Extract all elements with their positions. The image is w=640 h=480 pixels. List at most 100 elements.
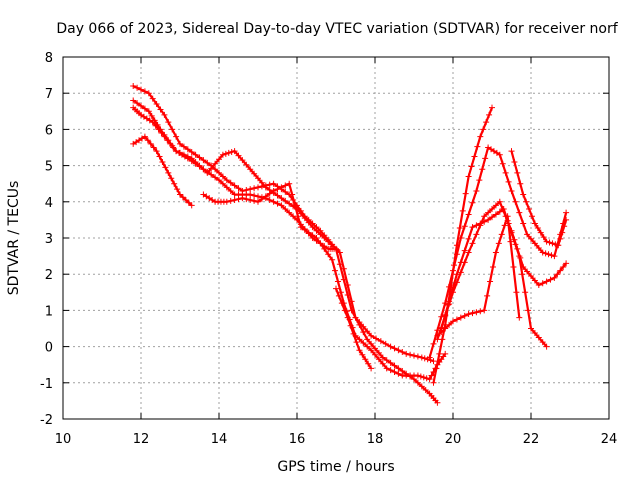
data-point-marker xyxy=(223,198,230,205)
data-point-marker xyxy=(430,358,437,365)
data-point-marker xyxy=(360,323,367,330)
data-point-marker xyxy=(399,349,406,356)
data-point-marker xyxy=(305,229,312,236)
data-point-marker xyxy=(531,277,538,284)
data-point-marker xyxy=(457,259,464,266)
data-point-marker xyxy=(313,227,320,234)
data-point-marker xyxy=(517,180,524,187)
data-point-marker xyxy=(528,273,534,280)
series-track-1 xyxy=(130,82,441,406)
data-point-marker xyxy=(465,173,472,180)
data-point-marker xyxy=(524,268,531,275)
series-track-7 xyxy=(430,104,495,386)
data-point-marker xyxy=(383,357,390,364)
data-point-marker xyxy=(243,161,250,168)
data-point-marker xyxy=(489,206,495,213)
data-point-marker xyxy=(528,235,534,242)
data-point-marker xyxy=(387,343,394,350)
data-point-marker xyxy=(469,310,476,317)
series-track-12 xyxy=(508,148,570,249)
data-point-marker xyxy=(563,216,570,223)
data-point-marker xyxy=(153,148,160,155)
data-point-marker xyxy=(462,190,469,197)
data-point-marker xyxy=(165,119,172,126)
data-point-marker xyxy=(336,249,343,256)
data-point-marker xyxy=(436,350,443,357)
data-point-marker xyxy=(465,249,472,256)
data-point-marker xyxy=(368,347,375,354)
data-point-marker xyxy=(274,200,281,207)
data-point-marker xyxy=(417,373,424,380)
data-point-marker xyxy=(469,199,476,206)
data-point-marker xyxy=(434,399,441,406)
data-point-marker xyxy=(177,140,183,147)
data-point-marker xyxy=(282,206,289,213)
data-point-marker xyxy=(500,206,507,213)
data-point-marker xyxy=(274,186,281,193)
data-point-marker xyxy=(266,196,273,203)
data-point-marker xyxy=(489,104,495,111)
data-point-marker xyxy=(542,250,549,257)
data-point-marker xyxy=(243,196,250,203)
data-point-marker xyxy=(159,158,166,165)
data-point-marker xyxy=(420,374,427,381)
data-point-marker xyxy=(368,340,375,347)
data-point-marker xyxy=(152,122,159,129)
data-point-marker xyxy=(270,198,277,205)
data-point-marker xyxy=(549,240,556,247)
data-point-marker xyxy=(483,119,490,126)
data-point-marker xyxy=(208,165,215,172)
data-point-marker xyxy=(395,370,402,377)
data-point-marker xyxy=(222,150,229,157)
data-point-marker xyxy=(325,251,332,258)
data-point-marker xyxy=(239,195,246,202)
data-point-marker xyxy=(134,84,141,91)
data-point-marker xyxy=(469,224,476,231)
data-point-marker xyxy=(266,181,273,188)
data-point-marker xyxy=(251,185,258,192)
data-point-marker xyxy=(297,210,304,217)
data-point-marker xyxy=(477,308,484,315)
series-track-6 xyxy=(333,285,375,372)
data-point-marker xyxy=(387,367,394,374)
data-point-marker xyxy=(438,329,445,336)
data-point-marker xyxy=(321,245,328,252)
data-point-marker xyxy=(379,354,386,361)
data-point-marker xyxy=(255,184,261,191)
data-point-marker xyxy=(520,191,527,198)
data-point-marker xyxy=(428,372,435,379)
data-point-marker xyxy=(170,144,177,151)
data-point-marker xyxy=(200,157,207,164)
data-point-marker xyxy=(262,184,269,191)
data-point-marker xyxy=(560,263,567,270)
x-tick-label: 20 xyxy=(445,432,462,447)
data-point-marker xyxy=(301,215,308,222)
data-point-marker xyxy=(513,289,520,296)
data-point-marker xyxy=(438,313,445,320)
data-point-marker xyxy=(286,180,293,187)
data-point-marker xyxy=(317,231,324,238)
data-point-marker xyxy=(430,379,437,386)
data-point-marker xyxy=(540,234,547,241)
data-point-marker xyxy=(456,225,463,232)
data-point-marker xyxy=(547,276,554,283)
data-point-marker xyxy=(461,312,468,319)
data-point-marker xyxy=(480,126,487,133)
data-point-marker xyxy=(537,229,544,236)
data-point-marker xyxy=(356,319,363,326)
data-point-marker xyxy=(477,220,484,227)
data-point-marker xyxy=(442,325,449,332)
data-point-marker xyxy=(461,247,468,254)
data-point-marker xyxy=(486,111,493,118)
data-point-marker xyxy=(492,202,499,209)
data-point-marker xyxy=(383,365,390,372)
data-point-marker xyxy=(459,207,466,214)
data-point-marker xyxy=(481,213,488,220)
x-tick-label: 22 xyxy=(523,432,540,447)
data-point-marker xyxy=(305,219,312,226)
data-point-marker xyxy=(375,349,382,356)
data-point-marker xyxy=(539,280,546,287)
x-tick-label: 12 xyxy=(133,432,150,447)
